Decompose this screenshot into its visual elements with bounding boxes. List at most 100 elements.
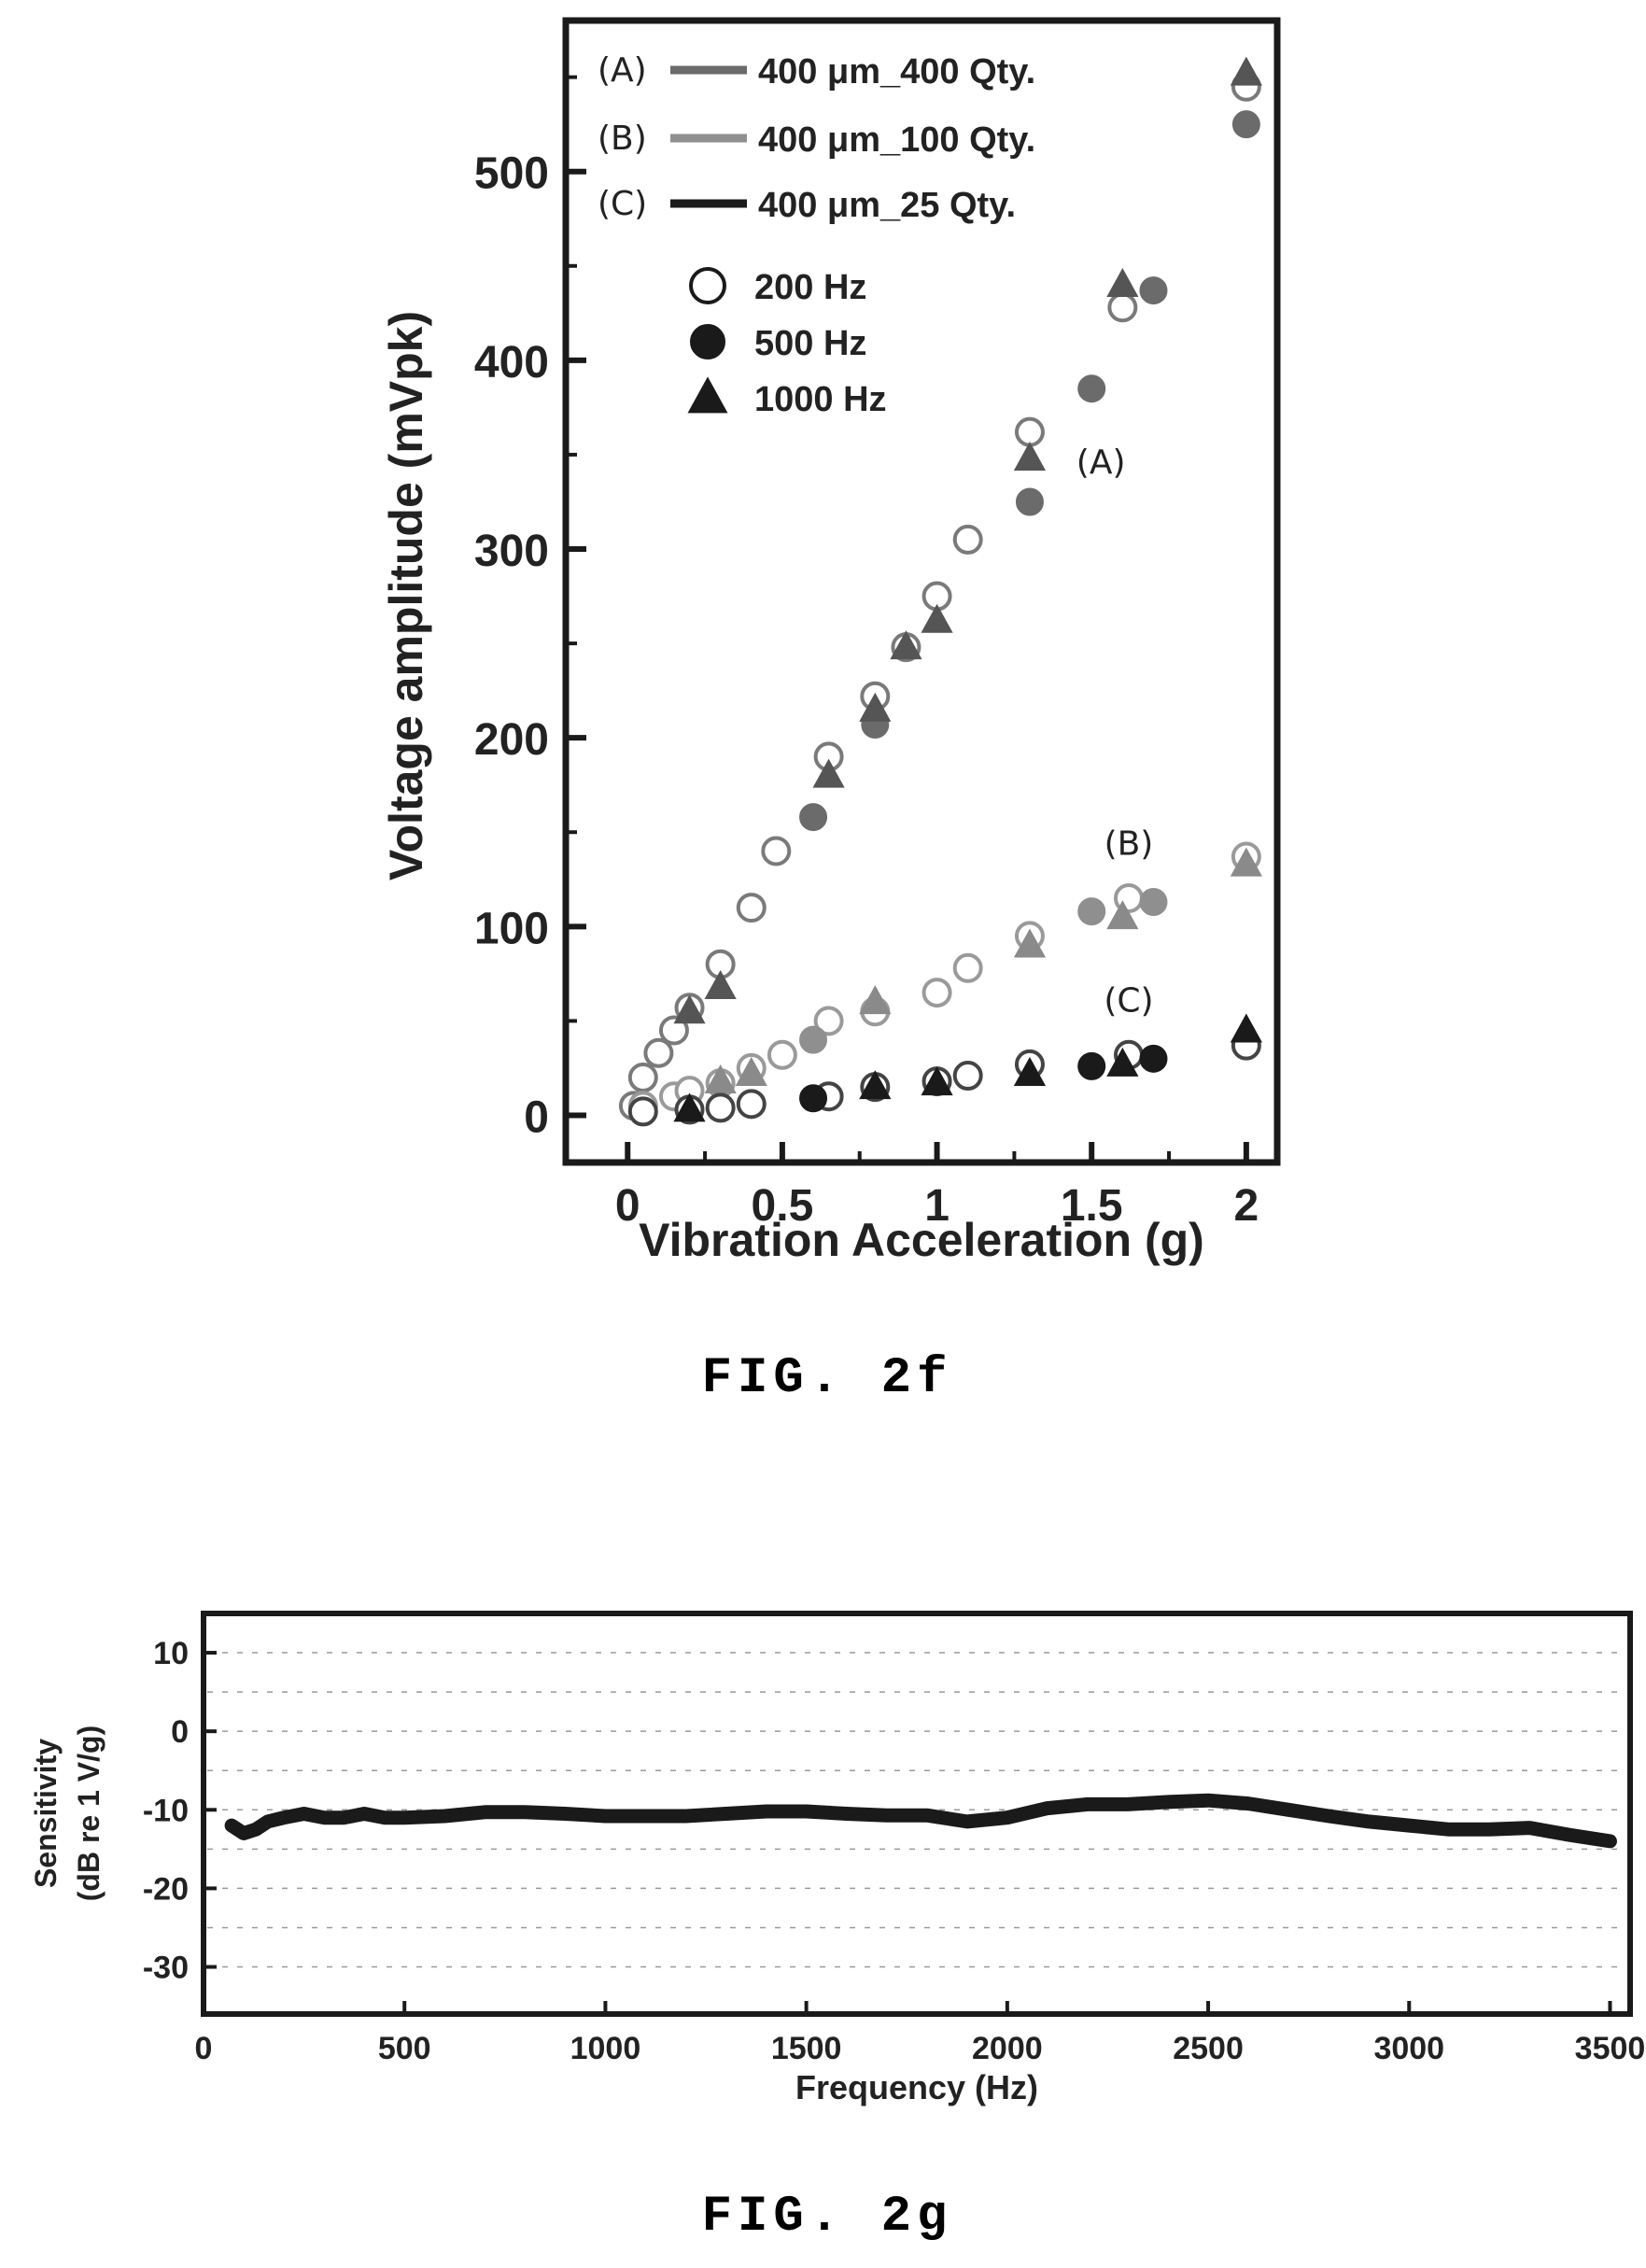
legend-label: 400 μm_100 Qty. bbox=[758, 120, 1035, 160]
data-point bbox=[705, 1092, 736, 1123]
data-point bbox=[1139, 888, 1168, 917]
chart-fig-2g: 10 0 -10 -20 -30 0 500 1000 1500 2000 2500 3000 350… bbox=[29, 1611, 1645, 2106]
y-axis-ticks: 0 100 200 300 400 500 bbox=[474, 75, 586, 1142]
x-axis-ticks: 0 0.5 1 1.5 2 bbox=[615, 1142, 1259, 1231]
data-point bbox=[704, 969, 737, 999]
y-tick-label: 200 bbox=[474, 715, 549, 765]
x-axis-label: Vibration Acceleration (g) bbox=[639, 1214, 1204, 1266]
data-point bbox=[658, 1015, 689, 1046]
legend-id: (C) bbox=[598, 185, 647, 223]
data-point bbox=[1013, 441, 1047, 471]
data-point bbox=[1139, 1044, 1168, 1073]
y-axis-ticks: 10 0 -10 -20 -30 bbox=[143, 1636, 217, 1986]
data-point bbox=[859, 692, 892, 722]
y-tick-label: 0 bbox=[171, 1714, 189, 1750]
legend: (A) 400 μm_400 Qty. (B) 400 μm_100 Qty. (C) 4… bbox=[598, 51, 1035, 419]
data-point bbox=[1230, 56, 1262, 86]
legend-marker-swatch bbox=[687, 376, 728, 414]
y-tick-label: 0 bbox=[524, 1092, 549, 1142]
data-point bbox=[1014, 416, 1045, 447]
data-point bbox=[921, 1066, 953, 1096]
data-point bbox=[921, 978, 952, 1008]
data-point bbox=[735, 1056, 767, 1086]
legend-label: 400 μm_25 Qty. bbox=[758, 186, 1016, 225]
grid-lines bbox=[207, 1652, 1626, 1968]
data-point bbox=[890, 630, 922, 660]
plot-frame bbox=[201, 1611, 1633, 2017]
legend-id: (A) bbox=[598, 51, 647, 90]
annotation: (B) bbox=[1104, 824, 1154, 863]
data-point bbox=[1139, 276, 1168, 305]
x-tick-label: 1.5 bbox=[1061, 1181, 1123, 1231]
y-axis-label: Voltage amplitude (mVpk) bbox=[380, 311, 432, 880]
y-tick-label: -30 bbox=[143, 1951, 189, 1986]
annotations: (A) (B) (C) bbox=[1076, 444, 1154, 1020]
x-tick-label: 3000 bbox=[1373, 2031, 1444, 2066]
data-point bbox=[812, 758, 845, 788]
legend-marker-swatch bbox=[690, 324, 725, 359]
data-points bbox=[618, 56, 1262, 1127]
data-point bbox=[1106, 1047, 1139, 1077]
data-point bbox=[1107, 292, 1138, 323]
data-point bbox=[952, 524, 983, 555]
x-tick-label: 2500 bbox=[1173, 2031, 1244, 2066]
data-point bbox=[1230, 1013, 1262, 1043]
plot-frame bbox=[562, 17, 1281, 1166]
annotation: (A) bbox=[1076, 444, 1126, 482]
data-point bbox=[813, 1006, 844, 1036]
data-point bbox=[736, 1089, 767, 1120]
y-tick-label: 300 bbox=[474, 527, 549, 576]
data-point bbox=[1106, 267, 1139, 297]
legend-label: 500 Hz bbox=[754, 324, 866, 363]
legend-label: 200 Hz bbox=[754, 268, 866, 307]
data-point bbox=[799, 1025, 828, 1054]
y-tick-label: 100 bbox=[474, 904, 549, 953]
data-point bbox=[921, 603, 953, 633]
data-point bbox=[1015, 487, 1044, 516]
data-point bbox=[767, 1039, 797, 1070]
data-point bbox=[859, 985, 892, 1015]
y-tick-label: -20 bbox=[143, 1871, 189, 1907]
x-tick-label: 1 bbox=[924, 1181, 950, 1231]
x-tick-label: 0 bbox=[615, 1181, 640, 1231]
data-point bbox=[1077, 897, 1106, 926]
legend-label: 1000 Hz bbox=[754, 380, 887, 419]
x-tick-label: 0 bbox=[195, 2031, 213, 2066]
data-point bbox=[1077, 374, 1106, 403]
data-point bbox=[1077, 1051, 1106, 1080]
legend-marker-swatch bbox=[689, 267, 726, 304]
x-tick-label: 2000 bbox=[972, 2031, 1043, 2066]
data-point bbox=[704, 1064, 737, 1094]
data-point bbox=[627, 1096, 658, 1127]
data-point bbox=[673, 1092, 706, 1122]
figure-caption-2f: FIG. 2f bbox=[702, 1350, 953, 1407]
legend-id: (B) bbox=[598, 120, 647, 158]
data-point bbox=[1231, 110, 1260, 139]
figure-caption-2g: FIG. 2g bbox=[702, 2189, 953, 2246]
data-point bbox=[673, 994, 706, 1024]
data-point bbox=[952, 952, 983, 983]
data-point bbox=[1230, 847, 1262, 877]
legend-label: 400 μm_400 Qty. bbox=[758, 52, 1035, 92]
data-point bbox=[1106, 900, 1139, 930]
annotation: (C) bbox=[1104, 981, 1153, 1020]
y-tick-label: -10 bbox=[143, 1793, 189, 1828]
y-axis-label-line-1: Sensitivity bbox=[29, 1739, 63, 1888]
data-point bbox=[627, 1063, 658, 1093]
sensitivity-line bbox=[224, 1793, 1617, 1849]
x-tick-label: 1500 bbox=[771, 2031, 842, 2066]
data-series bbox=[224, 1793, 1617, 1849]
y-tick-label: 400 bbox=[474, 338, 549, 387]
data-point bbox=[799, 803, 828, 832]
y-axis-label-line-2: (dB re 1 V/g) bbox=[72, 1726, 106, 1901]
x-axis-label: Frequency (Hz) bbox=[795, 2068, 1038, 2106]
y-tick-label: 10 bbox=[153, 1636, 189, 1671]
x-tick-label: 2 bbox=[1234, 1181, 1259, 1231]
y-axis-label: Sensitivity (dB re 1 V/g) bbox=[29, 1726, 106, 1901]
data-point bbox=[761, 836, 792, 866]
y-tick-label: 500 bbox=[474, 149, 549, 199]
x-axis-ticks: 0 500 1000 1500 2000 2500 3000 3500 bbox=[195, 2001, 1645, 2066]
data-point bbox=[1013, 928, 1047, 958]
chart-fig-2f: 0 100 200 300 400 500 0 0.5 1 1.5 2 (A) 400 μm_400… bbox=[380, 17, 1281, 1266]
